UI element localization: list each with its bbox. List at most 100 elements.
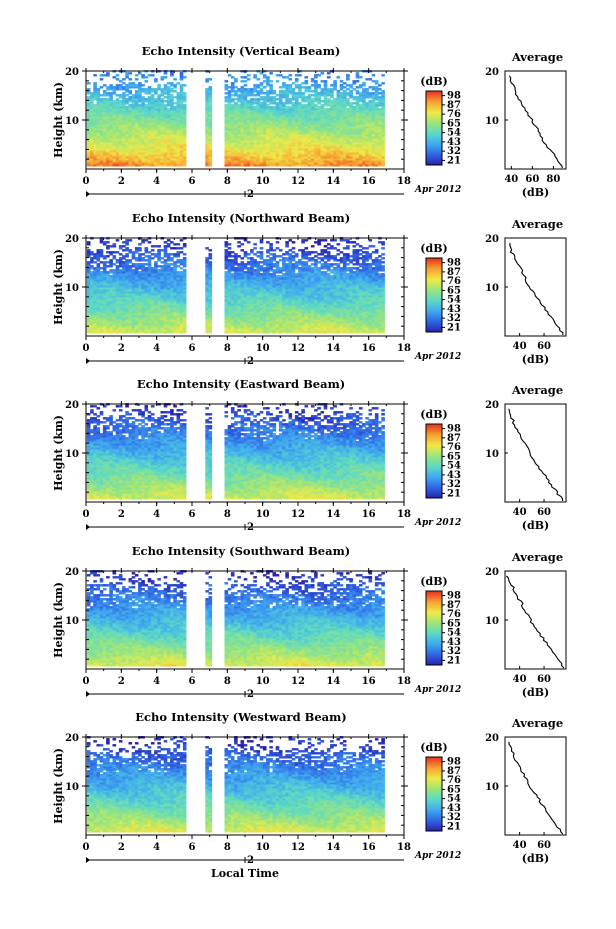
heatmap-cell (113, 86, 117, 88)
heatmap-cell (164, 84, 168, 86)
heatmap-cell (343, 86, 347, 88)
heatmap-cell (177, 82, 181, 84)
x-tick-label: 0 (83, 176, 90, 187)
heatmap-cell (100, 74, 104, 76)
heatmap-cell (228, 86, 232, 88)
heatmap-cell (369, 92, 373, 94)
chart-title: Echo Intensity (Northward Beam) (132, 211, 350, 225)
heatmap-cell (359, 76, 363, 78)
heatmap-cell (145, 80, 149, 82)
heatmap-cell (311, 94, 315, 96)
y-tick-label: 10 (65, 116, 79, 127)
heatmap-cell (327, 76, 331, 78)
heatmap-cell (209, 78, 213, 80)
x-tick-label: 16 (362, 176, 376, 187)
heatmap-cell (337, 76, 341, 78)
heatmap-cell (135, 78, 139, 80)
heatmap-cell (161, 88, 165, 90)
heatmap-cell (273, 90, 277, 92)
heatmap-cell (282, 102, 286, 104)
heatmap-cell (90, 92, 94, 94)
heatmap-cell (305, 86, 309, 88)
heatmap-cell (321, 104, 325, 106)
heatmap-cell (321, 72, 325, 74)
heatmap-cell (161, 76, 165, 78)
heatmap-cell (93, 104, 97, 106)
heatmap-cell (362, 88, 366, 90)
heatmap-cell (253, 74, 257, 76)
heatmap-cell (125, 106, 129, 108)
heatmap-cell (225, 84, 229, 86)
heatmap-cell (273, 96, 277, 98)
heatmap-cell (106, 92, 110, 94)
heatmap-cell (205, 88, 209, 90)
heatmap-cell (372, 74, 376, 76)
heatmap-cell (276, 80, 280, 82)
heatmap-cell (356, 80, 360, 82)
heatmap-cell (234, 78, 238, 80)
heatmap-cell (231, 82, 235, 84)
heatmap-cell (266, 76, 270, 78)
heatmap-cell (173, 90, 177, 92)
heatmap-cell (295, 84, 299, 86)
heatmap-cell (167, 82, 171, 84)
heatmap-cell (113, 100, 117, 102)
heatmap-cell (119, 80, 123, 82)
heatmap-cell (279, 90, 283, 92)
heatmap-cell (164, 96, 168, 98)
date-label: Apr 2012 (414, 185, 461, 195)
heatmap-cell (237, 94, 241, 96)
heatmap-cell (301, 86, 305, 88)
heatmap-cell (298, 74, 302, 76)
heatmap-cell (135, 74, 139, 76)
heatmap-cell (292, 82, 296, 84)
heatmap-cell (129, 78, 133, 80)
heatmap-cell (279, 86, 283, 88)
heatmap-cell (260, 88, 264, 90)
heatmap-cell (141, 84, 145, 86)
heatmap-cell (321, 88, 325, 90)
heatmap-cell (116, 74, 120, 76)
heatmap-cell (93, 82, 97, 84)
heatmap-cell (148, 74, 152, 76)
heatmap-cell (359, 84, 363, 86)
heatmap-cell (244, 84, 248, 86)
heatmap-cell (353, 80, 357, 82)
heatmap-cell (209, 86, 213, 88)
heatmap-cell (356, 72, 360, 74)
heatmap-cell (260, 96, 264, 98)
heatmap-cell (333, 80, 337, 82)
heatmap-cell (330, 84, 334, 86)
heatmap-cell (177, 92, 181, 94)
heatmap-cell (330, 88, 334, 90)
heatmap-cell (116, 78, 120, 80)
heatmap-cell (372, 86, 376, 88)
heatmap-cell (100, 94, 104, 96)
heatmap-cell (183, 84, 187, 86)
heatmap-cell (324, 108, 328, 110)
heatmap-cell (273, 106, 277, 108)
heatmap-cell (129, 72, 133, 74)
heatmap-cell (289, 106, 293, 108)
heatmap-cell (343, 90, 347, 92)
heatmap-cell (247, 74, 251, 76)
heatmap-cell (292, 88, 296, 90)
average-x-tick-label: 40 (504, 174, 518, 185)
heatmap-cell (234, 90, 238, 92)
heatmap-cell (129, 90, 133, 92)
heatmap-cell (167, 86, 171, 88)
average-title: Average (511, 50, 563, 64)
x-tick-label: 4 (153, 176, 160, 187)
panel-1: Echo Intensity (Vertical Beam)0 2 4 6 8 10 12 1… (52, 44, 566, 200)
colorbar-label: (dB) (420, 75, 447, 88)
x-tick-label: 6 (189, 176, 196, 187)
heatmap-cell (321, 80, 325, 82)
heatmap-cell (154, 88, 158, 90)
heatmap-cell (317, 106, 321, 108)
heatmap-cell (279, 74, 283, 76)
average-x-label: (dB) (522, 186, 549, 199)
heatmap-cell (260, 102, 264, 104)
heatmap-cell (148, 86, 152, 88)
heatmap-cell (353, 102, 357, 104)
heatmap-cell (343, 82, 347, 84)
